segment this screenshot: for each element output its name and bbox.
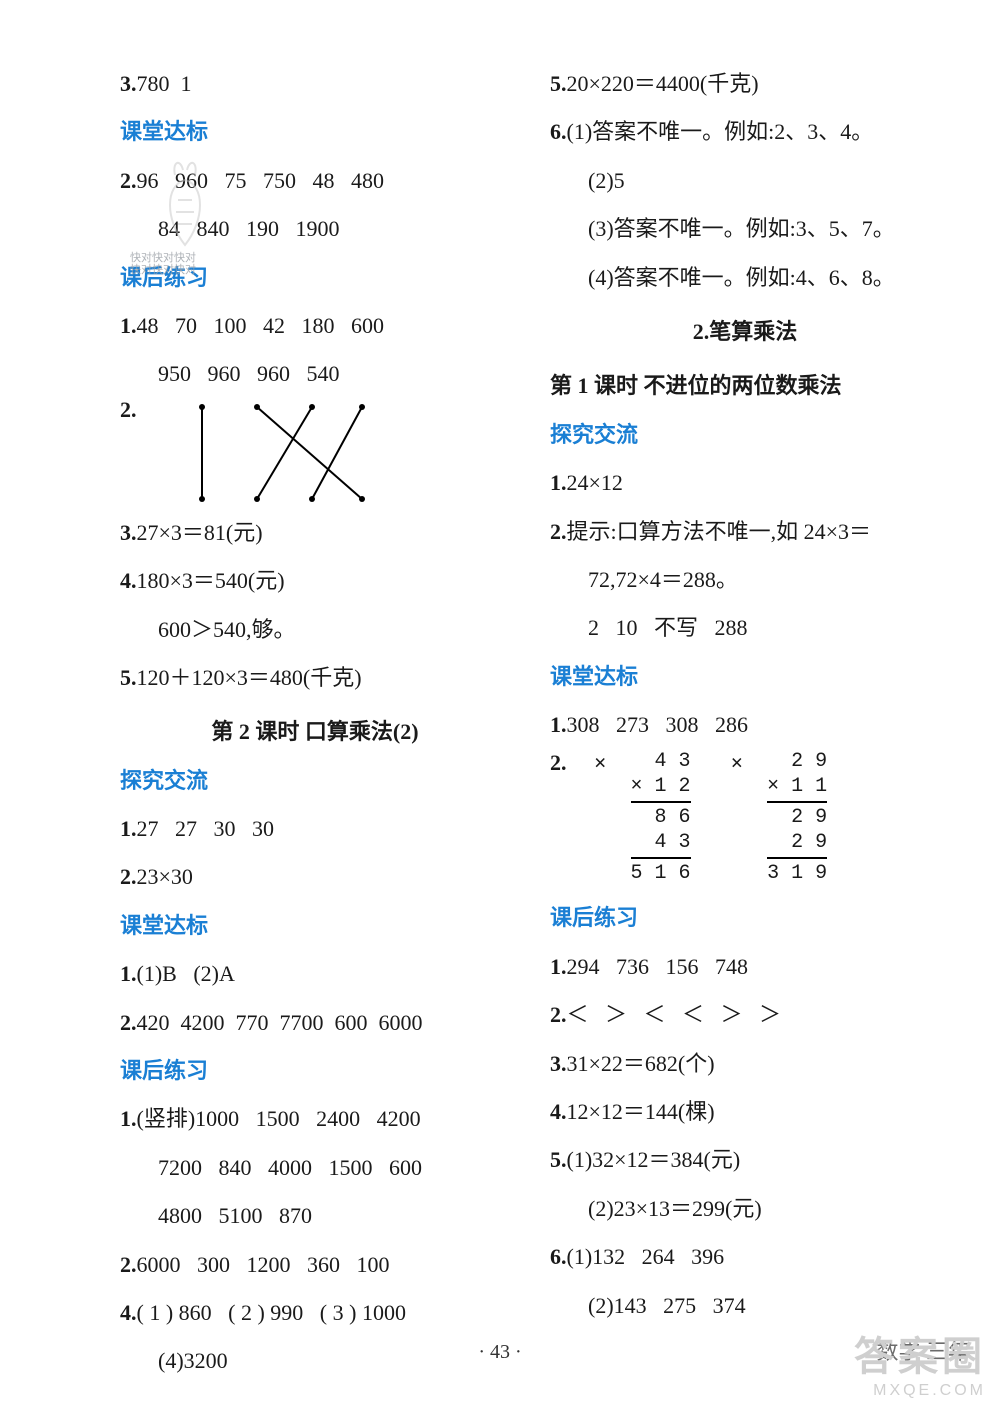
r-6c: (3)答案不唯一。例如:3、5、7。 (550, 205, 940, 253)
two-column-layout: 3.780 1 课堂达标 2.96 960 75 750 48 480 84 8… (120, 60, 940, 1310)
kh2-1c: 4800 5100 870 (120, 1192, 510, 1240)
m2-p1: 2 9 (767, 805, 827, 830)
m2-line2 (767, 857, 827, 859)
kh2-1b: 7200 840 4000 1500 600 (120, 1144, 510, 1192)
heading-kehou-1: 课后练习 (120, 254, 510, 302)
m1-line2 (631, 857, 691, 859)
mult-wrap-2: × 2 9 × 1 1 2 9 2 9 3 1 9 (731, 749, 828, 886)
kt2-1: 1.(1)B (2)A (120, 950, 510, 998)
ans-3-27x3: 3.27×3＝81(元) (120, 509, 510, 557)
cross-mark-2: × (731, 749, 744, 778)
cross-mark-1: × (594, 749, 607, 778)
ans-2-cross: 2. (120, 399, 510, 509)
mult-wrap-1: × 4 3 × 1 2 8 6 4 3 5 1 6 (594, 749, 691, 886)
m1-top: 4 3 (631, 749, 691, 774)
tj-2: 2.23×30 (120, 853, 510, 901)
kh3-5a: 5.(1)32×12＝384(元) (550, 1136, 940, 1184)
r-6a: 6.(1)答案不唯一。例如:2、3、4。 (550, 108, 940, 156)
footer-subject: 数学 三年 (876, 1334, 970, 1366)
kt3-1: 1.308 273 308 286 (550, 701, 940, 749)
left-column: 3.780 1 课堂达标 2.96 960 75 750 48 480 84 8… (120, 60, 510, 1310)
mult-block-1: 4 3 × 1 2 8 6 4 3 5 1 6 (631, 749, 691, 886)
kh2-4a: 4.( 1 ) 860 ( 2 ) 990 ( 3 ) 1000 (120, 1289, 510, 1337)
kt3-2-multiplication: 2. × 4 3 × 1 2 8 6 4 3 5 1 6 (550, 749, 940, 886)
heading-ketang-1: 课堂达标 (120, 108, 510, 156)
heading-kehou-2: 课后练习 (120, 1047, 510, 1095)
m2-line1 (767, 801, 827, 803)
m1-line1 (631, 801, 691, 803)
r-5: 5.20×220＝4400(千克) (550, 60, 940, 108)
right-column: 5.20×220＝4400(千克) 6.(1)答案不唯一。例如:2、3、4。 (… (550, 60, 940, 1310)
kh2-2: 2.6000 300 1200 360 100 (120, 1241, 510, 1289)
ans-1-row1: 1.48 70 100 42 180 600 (120, 302, 510, 350)
kh3-6a: 6.(1)132 264 396 (550, 1233, 940, 1281)
heading-ketang-3: 课堂达标 (550, 653, 940, 701)
r-6d: (4)答案不唯一。例如:4、6、8。 (550, 254, 940, 302)
kh3-5b: (2)23×13＝299(元) (550, 1185, 940, 1233)
kh3-1: 1.294 736 156 748 (550, 943, 940, 991)
heading-kehou-3: 课后练习 (550, 894, 940, 942)
m2-top: 2 9 (767, 749, 827, 774)
ans-2-row2: 84 840 190 1900 (120, 205, 510, 253)
tj2-1: 1.24×12 (550, 459, 940, 507)
kh2-1a: 1.(竖排)1000 1500 2400 4200 (120, 1095, 510, 1143)
kh3-4: 4.12×12＝144(棵) (550, 1088, 940, 1136)
page-number: · 43 · (0, 1341, 1000, 1364)
ans-3-780: 3.780 1 (120, 60, 510, 108)
kh3-2: 2.＜ ＞ ＜ ＜ ＞ ＞ (550, 991, 940, 1039)
kt2-2: 2.420 4200 770 7700 600 6000 (120, 999, 510, 1047)
tj2-2c: 2 10 不写 288 (550, 604, 940, 652)
m1-p1: 8 6 (631, 805, 691, 830)
title-keshi2: 第 2 课时 口算乘法(2) (120, 708, 510, 756)
title-bisuan: 2.笔算乘法 (550, 308, 940, 356)
mult-block-2: 2 9 × 1 1 2 9 2 9 3 1 9 (767, 749, 827, 886)
title-keshi1: 第 1 课时 不进位的两位数乘法 (550, 362, 940, 410)
m1-factor: × 1 2 (631, 774, 691, 799)
tj-1: 1.27 27 30 30 (120, 805, 510, 853)
heading-tanjiu-2: 探究交流 (550, 411, 940, 459)
heading-ketang-2: 课堂达标 (120, 902, 510, 950)
kh3-3: 3.31×22＝682(个) (550, 1040, 940, 1088)
ans-4-line2: 600＞540,够。 (120, 606, 510, 654)
m2-res: 3 1 9 (767, 861, 827, 886)
ans-2-row1: 2.96 960 75 750 48 480 (120, 157, 510, 205)
tj2-2b: 72,72×4＝288。 (550, 556, 940, 604)
m1-res: 5 1 6 (631, 861, 691, 886)
corner-small: MXQE.COM (854, 1382, 986, 1400)
m2-p2: 2 9 (767, 830, 827, 855)
matching-diagram (137, 399, 372, 509)
ans-4-line1: 4.180×3＝540(元) (120, 557, 510, 605)
m2-factor: × 1 1 (767, 774, 827, 799)
vertical-mult-pair: × 4 3 × 1 2 8 6 4 3 5 1 6 × (584, 749, 827, 886)
ans-1-row2: 950 960 960 540 (120, 350, 510, 398)
ans-5-120: 5.120＋120×3＝480(千克) (120, 654, 510, 702)
kh3-6b: (2)143 275 374 (550, 1282, 940, 1330)
tj2-2a: 2.提示:口算方法不唯一,如 24×3＝ (550, 508, 940, 556)
m1-p2: 4 3 (631, 830, 691, 855)
r-6b: (2)5 (550, 157, 940, 205)
page: 3.780 1 课堂达标 2.96 960 75 750 48 480 84 8… (0, 0, 1000, 1406)
heading-tanjiu-1: 探究交流 (120, 757, 510, 805)
